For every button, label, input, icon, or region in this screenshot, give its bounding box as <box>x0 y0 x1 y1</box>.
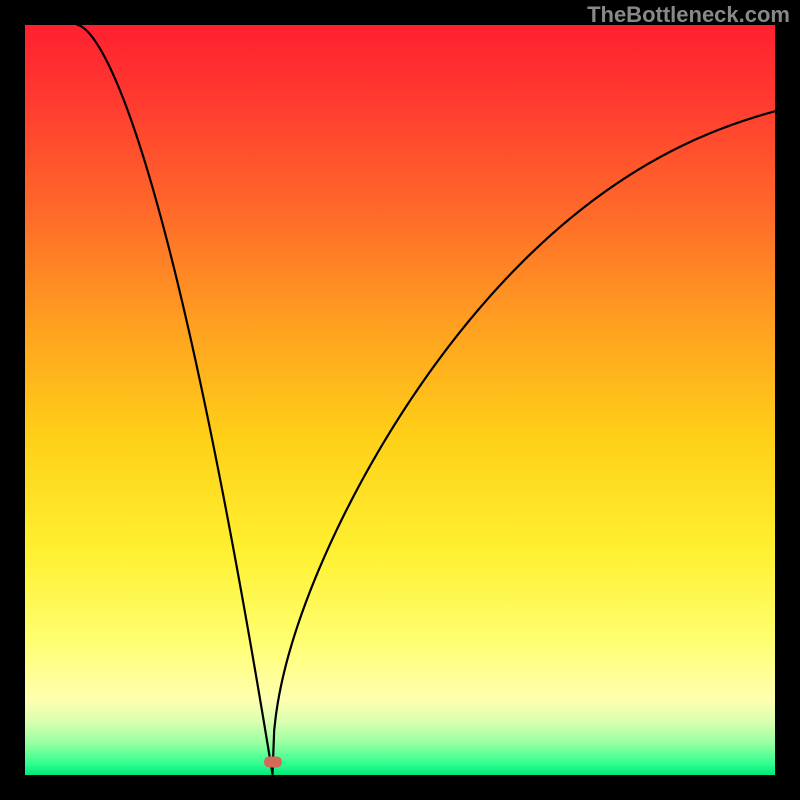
plot-area <box>25 25 775 775</box>
optimum-marker <box>264 756 282 767</box>
watermark-text: TheBottleneck.com <box>587 2 790 28</box>
chart-container: TheBottleneck.com <box>0 0 800 800</box>
